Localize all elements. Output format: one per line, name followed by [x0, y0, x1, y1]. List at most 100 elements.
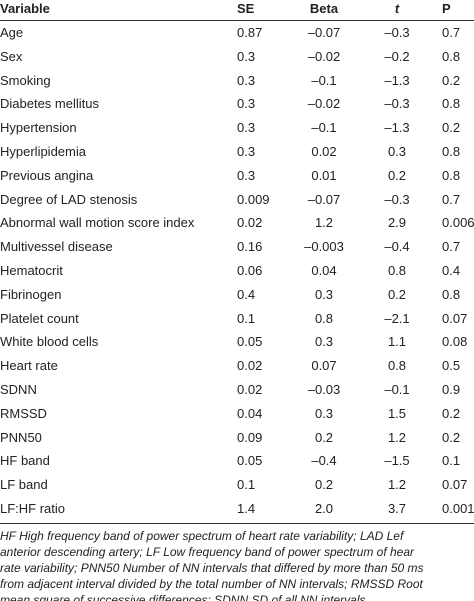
- cell-value: 0.05: [237, 334, 263, 350]
- header-t: t: [394, 1, 400, 16]
- cell-value: 0.3: [237, 167, 256, 183]
- cell-value: 0.7: [442, 25, 461, 40]
- row-label: LF band: [0, 477, 48, 493]
- cell-value: 0.04: [237, 405, 263, 421]
- footnote-line: HF High frequency band of power spectrum…: [0, 529, 404, 543]
- cell-value: –1.3: [384, 72, 410, 88]
- cell-value: 0.02: [237, 382, 263, 397]
- cell-value: 3.7: [387, 501, 407, 516]
- cell-value: 0.02: [311, 144, 337, 159]
- header-p: P: [442, 1, 451, 16]
- cell-value: 0.01: [311, 167, 337, 183]
- footnote-line: anterior descending artery; LF Low frequ…: [0, 545, 415, 559]
- row-label: Sex: [0, 48, 23, 64]
- cell-value: 0.8: [442, 286, 461, 302]
- cell-value: 0.009: [237, 191, 270, 207]
- cell-value: –0.07: [307, 191, 341, 207]
- footnote-line: from adjacent interval divided by the to…: [0, 577, 423, 591]
- cell-value: 0.8: [442, 48, 461, 64]
- cell-value: 0.2: [442, 429, 461, 445]
- cell-value: 0.09: [237, 429, 263, 445]
- cell-value: 0.3: [314, 405, 334, 421]
- cell-value: 0.1: [237, 477, 256, 493]
- cell-value: 0.8: [314, 310, 334, 326]
- cell-value: 0.001: [442, 501, 474, 516]
- footnote-line: mean square of successive differences; S…: [0, 593, 366, 601]
- cell-value: –0.3: [384, 191, 410, 207]
- cell-value: 0.02: [237, 358, 263, 374]
- cell-value: 0.7: [442, 191, 461, 207]
- cell-value: –0.1: [311, 120, 337, 136]
- cell-value: 0.1: [237, 310, 256, 326]
- cell-value: 0.2: [314, 477, 334, 493]
- cell-value: 0.4: [442, 263, 461, 278]
- cell-value: 1.4: [237, 501, 256, 516]
- row-label: Degree of LAD stenosis: [0, 191, 138, 207]
- cell-value: 0.2: [442, 120, 461, 136]
- cell-value: 2.9: [387, 215, 407, 231]
- row-label: Abnormal wall motion score index: [0, 215, 195, 231]
- row-label: Platelet count: [0, 310, 79, 326]
- header-se: SE: [237, 1, 255, 16]
- row-label: Diabetes mellitus: [0, 96, 99, 112]
- header-beta: Beta: [309, 1, 339, 16]
- cell-value: –1.3: [384, 120, 410, 136]
- cell-value: 0.3: [314, 286, 334, 302]
- cell-value: 0.0060: [442, 215, 474, 231]
- cell-value: 0.2: [387, 167, 407, 183]
- cell-value: 0.3: [237, 144, 256, 159]
- footnote-line: rate variability; PNN50 Number of NN int…: [0, 561, 424, 575]
- cell-value: 0.2: [442, 72, 461, 88]
- cell-value: 0.07: [442, 310, 468, 326]
- row-label: Hypertension: [0, 120, 77, 136]
- row-label: LF:HF ratio: [0, 501, 66, 516]
- cell-value: 1.2: [314, 215, 334, 231]
- cell-value: –0.3: [384, 25, 410, 40]
- cell-value: 1.2: [387, 429, 407, 445]
- cell-value: 0.8: [442, 144, 461, 159]
- row-label: Hematocrit: [0, 263, 63, 278]
- header-rule: [0, 20, 474, 21]
- cell-value: –0.02: [307, 96, 341, 112]
- cell-value: –0.1: [311, 72, 337, 88]
- cell-value: –0.1: [384, 382, 410, 397]
- cell-value: –0.2: [384, 48, 410, 64]
- table-bottom-rule: [0, 523, 474, 524]
- cell-value: 0.02: [237, 215, 263, 231]
- cell-value: –0.03: [307, 382, 341, 397]
- cell-value: 0.08: [442, 334, 468, 350]
- cell-value: 0.4: [237, 286, 256, 302]
- cell-value: 0.8: [387, 358, 407, 374]
- cell-value: –0.4: [384, 239, 410, 255]
- cell-value: 0.3: [314, 334, 334, 350]
- cell-value: 0.16: [237, 239, 263, 255]
- cell-value: 0.04: [311, 263, 337, 278]
- cell-value: 0.3: [237, 48, 256, 64]
- cell-value: 1.5: [387, 405, 407, 421]
- cell-value: 0.2: [314, 429, 334, 445]
- cell-value: 0.9: [442, 382, 461, 397]
- row-label: RMSSD: [0, 405, 47, 421]
- cell-value: 0.8: [442, 167, 461, 183]
- row-label: Smoking: [0, 72, 51, 88]
- cell-value: 0.3: [387, 144, 407, 159]
- cell-value: –0.07: [307, 25, 341, 40]
- row-label: Heart rate: [0, 358, 58, 374]
- cell-value: 1.1: [387, 334, 407, 350]
- row-label: Hyperlipidemia: [0, 144, 86, 159]
- cell-value: 0.07: [311, 358, 337, 374]
- cell-value: 0.05: [237, 453, 263, 469]
- cell-value: 0.8: [442, 96, 461, 112]
- cell-value: 0.3: [237, 72, 256, 88]
- cell-value: 0.7: [442, 239, 461, 255]
- cell-value: 0.3: [237, 96, 256, 112]
- cell-value: 0.06: [237, 263, 263, 278]
- cell-value: 0.87: [237, 25, 263, 40]
- cell-value: 0.8: [387, 263, 407, 278]
- cell-value: –1.5: [384, 453, 410, 469]
- row-label: Fibrinogen: [0, 286, 62, 302]
- row-label: Previous angina: [0, 167, 94, 183]
- cell-value: 2.0: [314, 501, 334, 516]
- cell-value: 0.5: [442, 358, 461, 374]
